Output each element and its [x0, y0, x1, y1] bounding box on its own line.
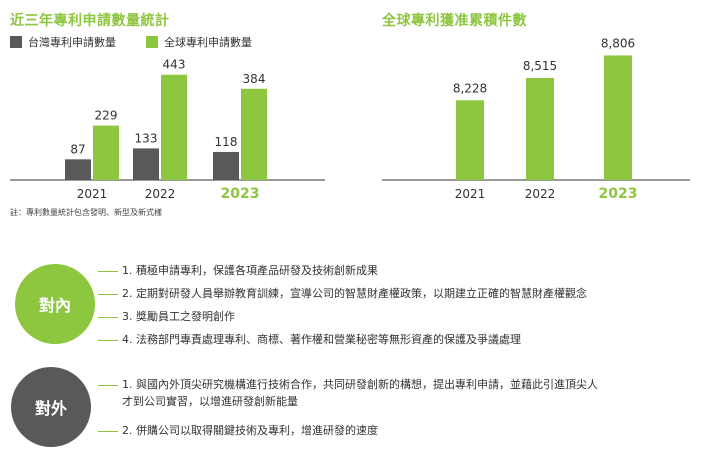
external-item-dash	[98, 385, 118, 386]
internal-item: 4. 法務部門專責處理專利、商標、著作權和營業秘密等無形資產的保護及爭議處理	[98, 331, 698, 354]
external-list: 1. 與國內外頂尖研究機構進行技術合作，共同研發創新的構想，提出專利申請，並藉此…	[98, 376, 698, 439]
external-circle: 對外	[11, 367, 91, 447]
left-bar-chart: 87 229 2021 133 443 2022 118 384 2023	[10, 58, 325, 202]
legend-swatch-global	[146, 36, 158, 48]
data-label: 118	[215, 135, 238, 149]
bar	[65, 159, 91, 180]
external-label: 對外	[34, 399, 67, 418]
bar	[93, 125, 119, 180]
external-item-text: 1. 與國內外頂尖研究機構進行技術合作，共同研發創新的構想，提出專利申請，並藉此…	[122, 378, 598, 408]
data-label: 87	[70, 142, 85, 156]
legend-label-taiwan: 台灣專利申請數量	[28, 36, 116, 49]
bar	[456, 100, 484, 180]
internal-item: 3. 獎勵員工之發明創作	[98, 308, 698, 331]
internal-list: 1. 積極申請專利，保護各項產品研發及技術創新成果 2. 定期對研發人員舉辦教育…	[98, 262, 698, 354]
external-item: 2. 併購公司以取得關鍵技術及專利，增進研發的速度	[98, 422, 698, 439]
internal-item-text: 3. 獎勵員工之發明創作	[122, 310, 235, 323]
external-item: 1. 與國內外頂尖研究機構進行技術合作，共同研發創新的構想，提出專利申請，並藉此…	[98, 376, 698, 422]
internal-item-dash	[98, 271, 118, 272]
x-tick-label: 2022	[525, 187, 556, 201]
external-item-dash	[98, 431, 118, 432]
data-label: 8,515	[523, 59, 557, 73]
internal-label: 對內	[38, 296, 71, 315]
legend-swatch-taiwan	[10, 36, 22, 48]
internal-item-dash	[98, 294, 118, 295]
internal-circle: 對內	[15, 264, 95, 344]
x-tick-label: 2023	[221, 186, 260, 202]
bar	[161, 74, 187, 180]
data-label: 443	[163, 58, 186, 72]
data-label: 8,228	[453, 81, 487, 95]
chart-legend: 台灣專利申請數量 全球專利申請數量	[10, 34, 252, 50]
x-tick-label: 2023	[599, 186, 638, 202]
internal-item-text: 2. 定期對研發人員舉辦教育訓練，宣導公司的智慧財產權政策，以期建立正確的智慧財…	[122, 287, 587, 300]
data-label: 229	[95, 109, 118, 123]
internal-item-dash	[98, 317, 118, 318]
data-label: 133	[135, 131, 158, 145]
right-bar-chart: 8,228 2021 8,515 2022 8,806 2023	[382, 36, 690, 202]
bar	[133, 148, 159, 180]
x-tick-label: 2022	[145, 187, 176, 201]
x-tick-label: 2021	[455, 187, 486, 201]
internal-item-dash	[98, 340, 118, 341]
bar	[604, 55, 632, 180]
internal-item-text: 1. 積極申請專利，保護各項產品研發及技術創新成果	[122, 264, 378, 277]
external-item-text: 2. 併購公司以取得關鍵技術及專利，增進研發的速度	[122, 424, 378, 437]
data-label: 8,806	[601, 36, 635, 50]
right-chart-title: 全球專利獲准累積件數	[382, 13, 527, 29]
bar	[241, 88, 267, 180]
bar	[213, 151, 239, 180]
internal-item: 2. 定期對研發人員舉辦教育訓練，宣導公司的智慧財產權政策，以期建立正確的智慧財…	[98, 285, 698, 308]
x-tick-label: 2021	[77, 187, 108, 201]
internal-item-text: 4. 法務部門專責處理專利、商標、著作權和營業秘密等無形資產的保護及爭議處理	[122, 333, 521, 346]
bar	[526, 78, 554, 180]
legend-label-global: 全球專利申請數量	[164, 36, 252, 49]
internal-item: 1. 積極申請專利，保護各項產品研發及技術創新成果	[98, 262, 698, 285]
data-label: 384	[243, 72, 266, 86]
chart-footnote: 註：專利數量統計包含發明、新型及新式樣	[10, 208, 162, 217]
left-chart-title: 近三年專利申請數量統計	[10, 13, 170, 29]
